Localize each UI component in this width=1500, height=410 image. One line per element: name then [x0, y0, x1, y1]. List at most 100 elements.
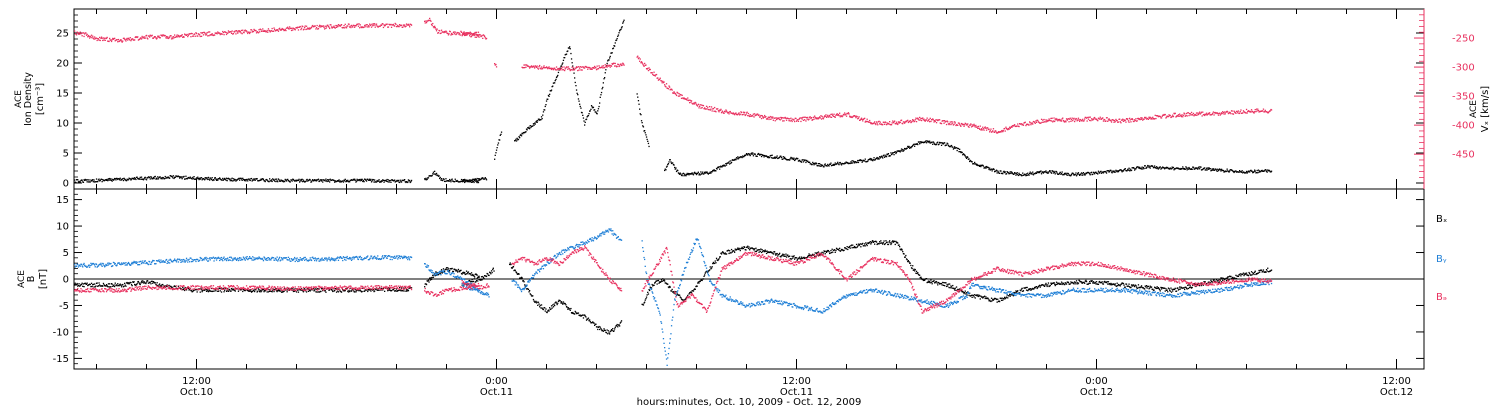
data-point — [717, 259, 719, 262]
data-point — [924, 120, 926, 122]
data-point — [1257, 109, 1260, 112]
data-point — [1219, 169, 1221, 171]
data-point — [255, 32, 258, 34]
data-point — [94, 283, 96, 285]
data-point — [643, 65, 645, 67]
data-point — [622, 62, 624, 64]
data-point — [74, 282, 76, 284]
data-point — [79, 31, 81, 33]
data-point — [212, 34, 214, 36]
data-point — [694, 288, 696, 290]
data-point — [704, 171, 706, 173]
data-point — [320, 290, 322, 293]
data-point — [712, 170, 714, 172]
data-point — [672, 291, 675, 293]
data-point — [1107, 120, 1109, 122]
data-point — [1079, 174, 1081, 176]
data-point — [108, 179, 110, 181]
data-point — [1239, 112, 1241, 114]
data-point — [425, 283, 428, 286]
data-point — [738, 112, 740, 114]
data-point — [434, 170, 436, 172]
data-point — [377, 289, 379, 291]
data-point — [944, 144, 946, 147]
data-point — [794, 159, 796, 161]
data-point — [254, 290, 256, 293]
data-point — [1126, 170, 1128, 172]
data-point — [392, 289, 394, 291]
data-point — [234, 290, 236, 292]
data-point — [1045, 119, 1047, 121]
data-point — [841, 116, 843, 118]
data-point — [866, 118, 868, 120]
data-point — [1142, 119, 1144, 121]
data-point — [479, 34, 481, 36]
data-point — [892, 122, 895, 124]
data-point — [359, 180, 361, 182]
data-point — [319, 24, 321, 26]
data-point — [715, 257, 718, 259]
data-point — [1180, 116, 1183, 118]
data-point — [857, 159, 859, 162]
data-point — [427, 177, 429, 179]
data-point — [117, 41, 119, 43]
data-point — [1154, 165, 1156, 167]
data-point — [1047, 172, 1049, 174]
data-point — [96, 39, 98, 42]
data-point — [693, 102, 695, 104]
data-point — [1265, 169, 1267, 171]
data-point — [84, 282, 86, 284]
data-point — [690, 100, 693, 102]
data-point — [1005, 173, 1008, 175]
data-point — [295, 291, 298, 293]
data-point — [378, 289, 380, 291]
data-point — [292, 178, 294, 180]
data-point — [354, 26, 356, 28]
data-point — [579, 66, 581, 68]
data-point — [145, 179, 148, 181]
data-point — [675, 167, 677, 169]
data-point — [481, 34, 483, 37]
data-point — [900, 119, 903, 121]
data-point — [147, 38, 149, 40]
data-point — [410, 181, 412, 183]
data-point — [721, 166, 723, 168]
data-point — [587, 317, 590, 319]
data-point — [451, 178, 453, 180]
data-point — [1100, 118, 1103, 120]
data-point — [1122, 118, 1124, 120]
data-point — [227, 178, 229, 180]
data-point — [582, 114, 584, 116]
data-point — [172, 36, 175, 38]
data-point — [199, 34, 201, 36]
data-point — [219, 32, 221, 34]
data-point — [1019, 174, 1021, 176]
data-point — [770, 118, 772, 120]
data-point — [945, 123, 948, 126]
data-point — [403, 25, 405, 27]
data-point — [1079, 174, 1081, 176]
data-point — [864, 121, 866, 123]
data-point — [495, 152, 497, 154]
data-point — [709, 106, 711, 108]
data-point — [1100, 170, 1102, 172]
data-point — [985, 167, 987, 169]
data-point — [1083, 120, 1085, 122]
data-point — [201, 179, 203, 181]
data-point — [941, 142, 943, 144]
data-point — [370, 26, 373, 28]
data-point — [325, 27, 327, 29]
data-point — [564, 54, 566, 56]
data-point — [898, 122, 900, 124]
data-point — [1270, 171, 1272, 173]
data-point — [603, 328, 605, 330]
data-point — [672, 291, 674, 293]
data-point — [102, 37, 105, 39]
data-point — [200, 289, 203, 291]
data-point — [542, 111, 545, 113]
data-point — [818, 165, 820, 167]
data-point — [103, 284, 105, 286]
data-point — [674, 93, 676, 95]
data-point — [1113, 121, 1115, 123]
data-point — [460, 178, 463, 181]
